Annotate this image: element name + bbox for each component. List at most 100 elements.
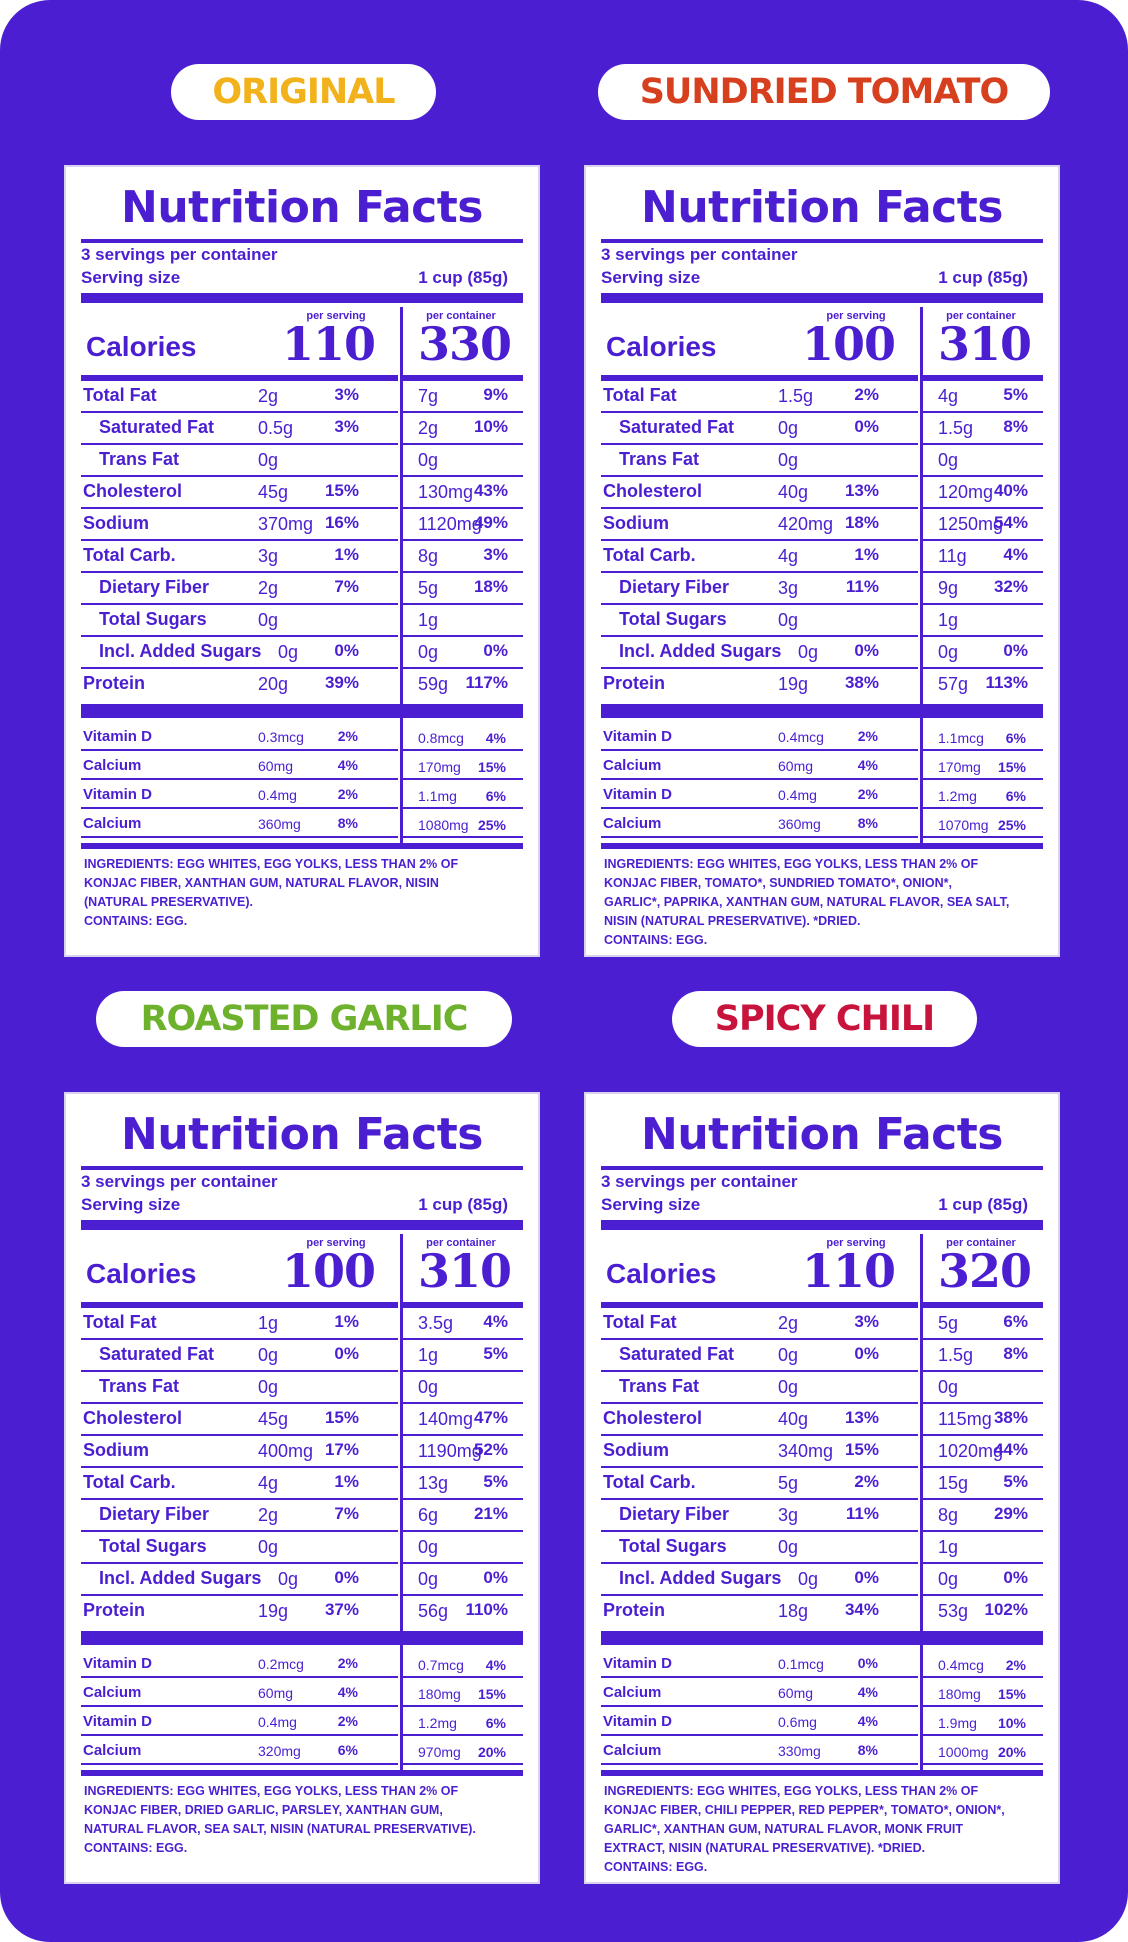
- row-divider: [923, 778, 1043, 780]
- row-divider: [81, 749, 398, 751]
- container-dv: 32%: [993, 577, 1028, 596]
- row-divider: [923, 1763, 1043, 1765]
- vitamin-row: Calcium 360mg 8% 1070mg 25%: [601, 809, 1043, 838]
- container-dv: 0%: [483, 641, 508, 660]
- nutrient-row: Saturated Fat 0.5g 3% 2g 10%: [81, 413, 523, 445]
- container-amount: 7g: [418, 386, 439, 406]
- row-divider: [923, 1530, 1043, 1532]
- nutrient-row: Dietary Fiber 3g 11% 9g 32%: [601, 573, 1043, 605]
- container-dv: 15%: [477, 759, 506, 775]
- serving-amount: 3g: [778, 578, 799, 598]
- container-dv: 29%: [993, 1504, 1028, 1523]
- row-divider: [403, 411, 523, 413]
- ingredients-line: Contains: Egg.: [84, 1841, 188, 1855]
- serving-size-value: 1 cup (85g): [418, 1195, 508, 1214]
- serving-amount: 360mg: [778, 816, 821, 832]
- row-divider: [601, 571, 918, 573]
- row-divider: [923, 1562, 1043, 1564]
- row-divider: [923, 475, 1043, 477]
- servings-per-container: 3 servings per container: [601, 1172, 798, 1191]
- container-dv: 8%: [1003, 417, 1028, 436]
- nutrient-label: Trans Fat: [619, 449, 700, 469]
- container-dv: 117%: [465, 673, 508, 692]
- row-divider: [923, 836, 1043, 838]
- nutrient-row: Total Fat 1g 1% 3.5g 4%: [81, 1308, 523, 1340]
- serving-dv: 11%: [845, 577, 879, 596]
- row-divider: [601, 1434, 918, 1436]
- row-divider: [601, 1402, 918, 1404]
- vitamin-label: Vitamin D: [603, 1655, 672, 1672]
- ingredients-line: Garlic*, Xanthan Gum, Natural Flavor, Mo…: [604, 1822, 964, 1836]
- container-dv: 110%: [465, 1600, 508, 1619]
- nutrient-row: Total Sugars 0g 0g: [81, 1532, 523, 1564]
- flavor-label-spicy-chili: SPICY CHILI: [672, 991, 977, 1047]
- serving-amount: 40g: [778, 482, 809, 502]
- container-dv: 6%: [485, 1715, 506, 1731]
- nutrient-row: Protein 19g 38% 57g 113%: [601, 669, 1043, 701]
- flavor-label-roasted-garlic: ROASTED GARLIC: [96, 991, 512, 1047]
- row-divider: [601, 1763, 918, 1765]
- ingredients-line: Konjac Fiber, Dried Garlic, Parsley, Xan…: [84, 1803, 443, 1817]
- container-amount: 0g: [418, 1537, 439, 1557]
- serving-dv: 15%: [844, 1440, 879, 1459]
- row-divider: [81, 635, 398, 637]
- nutrient-row: Dietary Fiber 2g 7% 5g 18%: [81, 573, 523, 605]
- row-divider: [923, 1434, 1043, 1436]
- container-amount: 59g: [418, 674, 449, 694]
- nutrient-label: Incl. Added Sugars: [619, 1568, 782, 1588]
- container-amount: 970mg: [418, 1744, 461, 1760]
- row-divider: [601, 667, 918, 669]
- row-divider: [923, 1498, 1043, 1500]
- row-divider: [601, 443, 918, 445]
- serving-dv: 18%: [844, 513, 879, 532]
- serving-dv: 0%: [854, 1344, 879, 1363]
- row-divider: [81, 1498, 398, 1500]
- container-amount: 180mg: [418, 1686, 461, 1702]
- serving-dv: 0%: [854, 641, 879, 660]
- container-dv: 21%: [473, 1504, 508, 1523]
- nutrient-row: Total Carb. 3g 1% 8g 3%: [81, 541, 523, 573]
- row-divider: [403, 807, 523, 809]
- row-divider: [601, 836, 918, 838]
- panel-title: Nutrition Facts: [641, 1109, 1003, 1160]
- row-divider: [403, 1498, 523, 1500]
- container-dv: 25%: [477, 817, 506, 833]
- row-divider: [403, 778, 523, 780]
- row-divider: [81, 571, 398, 573]
- vitamin-row: Vitamin D 0.2mcg 2% 0.7mcg 4%: [81, 1649, 523, 1678]
- serving-amount: 0g: [798, 1569, 819, 1589]
- ingredients-text: Ingredients: Egg Whites, Egg Yolks, Less…: [604, 855, 1028, 950]
- nutrition-panel-spicy-chili: Nutrition Facts 3 servings per container S…: [584, 1092, 1060, 1884]
- serving-dv: 8%: [337, 815, 358, 831]
- vitamin-label: Calcium: [83, 757, 142, 774]
- container-dv: 47%: [473, 1408, 508, 1427]
- row-divider: [923, 807, 1043, 809]
- calories-per-serving: 100: [802, 317, 896, 371]
- nutrient-label: Trans Fat: [99, 1376, 180, 1396]
- container-dv: 5%: [483, 1344, 508, 1363]
- ingredients-line: Contains: Egg.: [604, 933, 708, 947]
- column-divider: [920, 1234, 923, 1776]
- serving-amount: 0.4mg: [258, 1714, 297, 1730]
- container-dv: 5%: [1003, 1472, 1028, 1491]
- vitamin-row: Calcium 60mg 4% 180mg 15%: [601, 1678, 1043, 1707]
- ingredients-line: Ingredients: Egg Whites, Egg Yolks, Less…: [84, 1784, 459, 1798]
- row-divider: [601, 1676, 918, 1678]
- nutrient-label: Total Fat: [83, 385, 157, 405]
- serving-dv: 13%: [844, 481, 879, 500]
- vitamin-label: Calcium: [83, 1742, 142, 1759]
- container-amount: 1080mg: [418, 817, 469, 833]
- nutrient-label: Saturated Fat: [619, 1344, 735, 1364]
- panel-title: Nutrition Facts: [641, 182, 1003, 233]
- vitamin-label: Vitamin D: [83, 786, 152, 803]
- row-divider: [403, 1594, 523, 1596]
- serving-amount: 360mg: [258, 816, 301, 832]
- row-divider: [601, 1498, 918, 1500]
- container-dv: 0%: [483, 1568, 508, 1587]
- container-amount: 0.4mcg: [938, 1657, 984, 1673]
- serving-dv: 8%: [857, 815, 878, 831]
- divider: [601, 375, 918, 381]
- row-divider: [403, 749, 523, 751]
- ingredients-line: Ingredients: Egg Whites, Egg Yolks, Less…: [604, 1784, 979, 1798]
- nutrient-row: Trans Fat 0g 0g: [81, 1372, 523, 1404]
